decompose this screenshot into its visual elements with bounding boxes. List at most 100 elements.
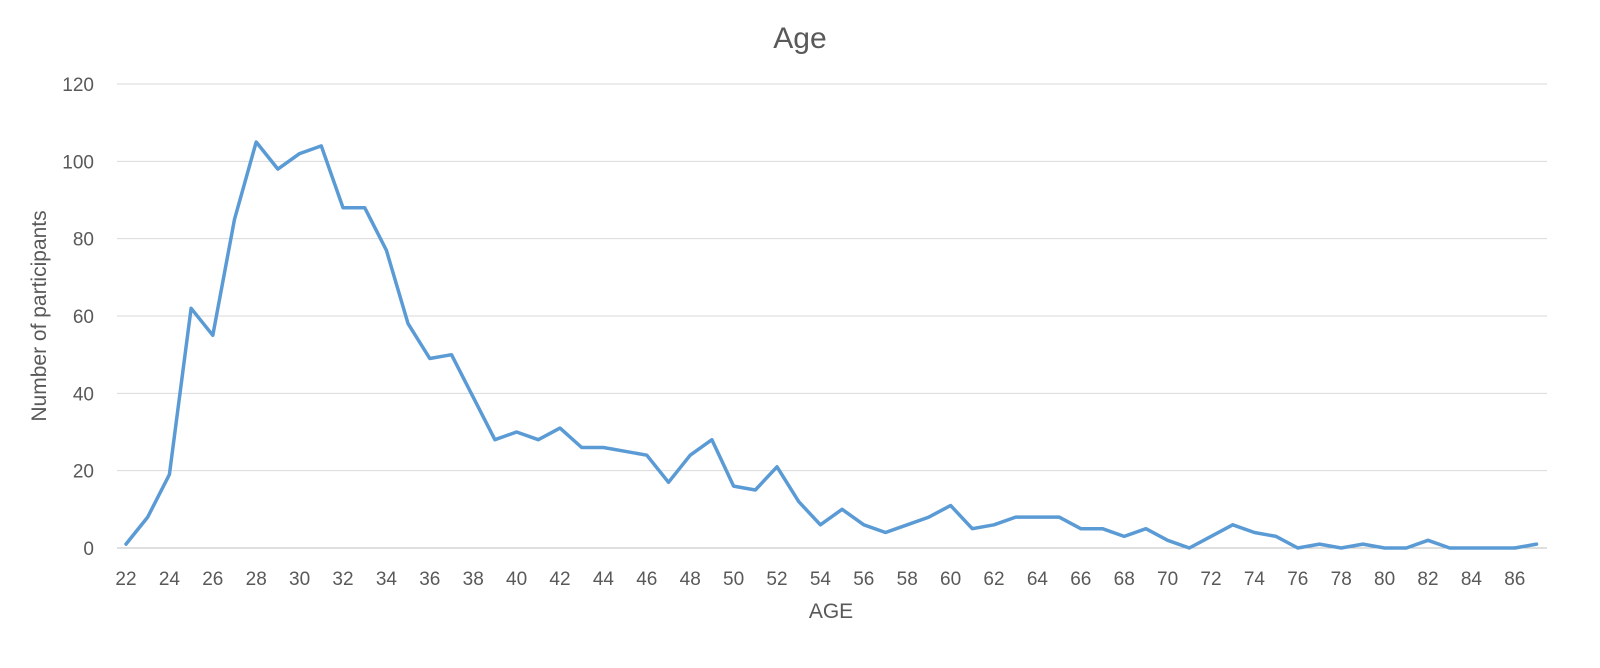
- chart-title: Age: [773, 22, 826, 55]
- data-point: [189, 306, 193, 310]
- data-point: [146, 515, 150, 519]
- x-tick-label: 60: [940, 569, 961, 590]
- x-tick-label: 84: [1461, 569, 1483, 590]
- data-point: [319, 144, 323, 148]
- data-point: [428, 357, 432, 361]
- x-tick-label: 28: [246, 569, 267, 590]
- data-point: [515, 430, 519, 434]
- data-point: [992, 523, 996, 527]
- x-tick-label: 76: [1287, 569, 1308, 590]
- data-point: [254, 140, 258, 144]
- x-tick-label: 86: [1504, 569, 1525, 590]
- data-point: [536, 438, 540, 442]
- data-point: [558, 426, 562, 430]
- data-point: [1535, 542, 1539, 546]
- x-tick-label: 64: [1027, 569, 1049, 590]
- data-point: [645, 453, 649, 457]
- data-point: [1296, 546, 1300, 550]
- series-line: [124, 140, 1539, 550]
- data-point: [710, 438, 714, 442]
- data-point: [384, 248, 388, 252]
- data-point: [1361, 542, 1365, 546]
- data-point: [1252, 531, 1256, 535]
- x-tick-label: 56: [853, 569, 874, 590]
- y-tick-label: 80: [73, 230, 94, 251]
- data-point: [732, 484, 736, 488]
- data-point: [493, 438, 497, 442]
- y-tick-label: 40: [73, 384, 94, 405]
- series-layer: [124, 140, 1539, 550]
- x-tick-label: 34: [376, 569, 398, 590]
- x-tick-label: 70: [1157, 569, 1178, 590]
- data-point: [1513, 546, 1517, 550]
- x-tick-label: 46: [636, 569, 657, 590]
- data-point: [1166, 538, 1170, 542]
- data-point: [1209, 534, 1213, 538]
- data-point: [949, 503, 953, 507]
- data-point: [1101, 527, 1105, 531]
- x-tick-label: 52: [766, 569, 787, 590]
- x-tick-label: 26: [202, 569, 223, 590]
- data-point: [211, 333, 215, 337]
- data-point: [1491, 546, 1495, 550]
- y-axis-title: Number of participants: [28, 210, 51, 421]
- data-point: [667, 480, 671, 484]
- data-point: [775, 465, 779, 469]
- x-tick-label: 66: [1070, 569, 1091, 590]
- data-point: [753, 488, 757, 492]
- data-point: [797, 500, 801, 504]
- x-tick-label: 36: [419, 569, 440, 590]
- x-tick-label: 22: [115, 569, 136, 590]
- data-point: [450, 353, 454, 357]
- x-tick-label: 30: [289, 569, 310, 590]
- data-point: [818, 523, 822, 527]
- x-tick-label: 54: [810, 569, 832, 590]
- x-tick-label: 48: [680, 569, 701, 590]
- data-point: [1383, 546, 1387, 550]
- data-point: [124, 542, 128, 546]
- x-tick-label: 38: [463, 569, 484, 590]
- x-axis-tick-labels: 22 24 26 28 30 32 34 36 38 40 42 44 46 48 50 52 54 56 58 60…: [115, 569, 1525, 590]
- data-point: [580, 445, 584, 449]
- data-point: [1187, 546, 1191, 550]
- data-point: [623, 449, 627, 453]
- x-tick-label: 44: [593, 569, 615, 590]
- y-axis-tick-labels: 0 20 40 60 80 100 120: [62, 75, 94, 560]
- data-point: [363, 206, 367, 210]
- data-point: [1057, 515, 1061, 519]
- x-tick-label: 62: [983, 569, 1004, 590]
- data-point: [927, 515, 931, 519]
- data-point: [601, 445, 605, 449]
- x-tick-label: 68: [1114, 569, 1135, 590]
- x-tick-label: 72: [1200, 569, 1221, 590]
- x-tick-label: 32: [332, 569, 353, 590]
- data-point: [341, 206, 345, 210]
- y-tick-label: 60: [73, 307, 94, 328]
- data-point: [298, 152, 302, 156]
- y-tick-label: 20: [73, 462, 94, 483]
- y-tick-label: 100: [62, 152, 94, 173]
- data-point: [1122, 534, 1126, 538]
- data-point: [1144, 527, 1148, 531]
- data-point: [1274, 534, 1278, 538]
- data-point: [1318, 542, 1322, 546]
- data-point: [1014, 515, 1018, 519]
- x-tick-label: 82: [1417, 569, 1438, 590]
- data-point: [1231, 523, 1235, 527]
- data-point: [862, 523, 866, 527]
- gridlines: [117, 83, 1547, 549]
- y-tick-label: 120: [62, 75, 94, 96]
- data-point: [233, 217, 237, 221]
- data-point: [1426, 538, 1430, 542]
- data-point: [471, 395, 475, 399]
- data-point: [167, 473, 171, 477]
- data-point: [970, 527, 974, 531]
- x-axis-title: AGE: [809, 600, 853, 623]
- data-point: [840, 507, 844, 511]
- data-point: [1339, 546, 1343, 550]
- x-tick-label: 24: [159, 569, 181, 590]
- data-point: [406, 322, 410, 326]
- data-point: [1404, 546, 1408, 550]
- x-tick-label: 78: [1331, 569, 1352, 590]
